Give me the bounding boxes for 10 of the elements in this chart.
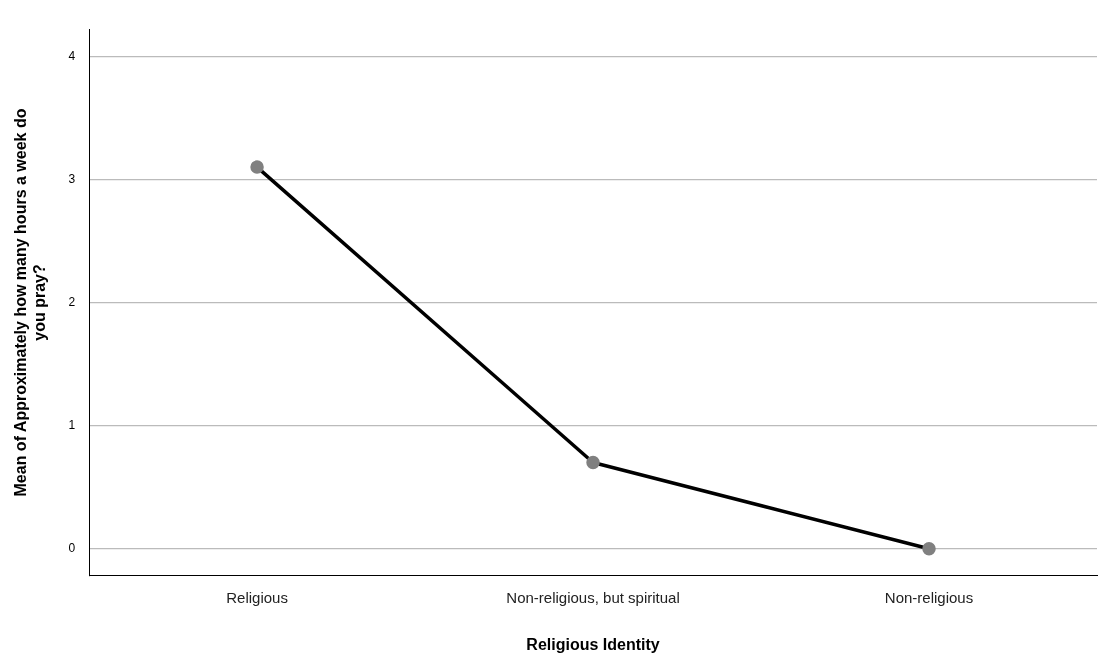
y-tick-label: 3 (68, 171, 76, 186)
x-tick-label: Non-religious, but spiritual (506, 588, 680, 606)
y-axis-title: Mean of Approximately how many hours a week do you pray? (12, 108, 49, 497)
y-tick-label: 2 (68, 294, 76, 309)
y-tick-label: 0 (68, 541, 76, 556)
x-axis-title: Religious Identity (526, 635, 660, 653)
y-tick-label: 4 (68, 48, 76, 63)
y-tick-label: 1 (68, 417, 76, 432)
x-tick-label: Non-religious (884, 588, 974, 606)
x-tick-label: Religious (226, 588, 288, 606)
